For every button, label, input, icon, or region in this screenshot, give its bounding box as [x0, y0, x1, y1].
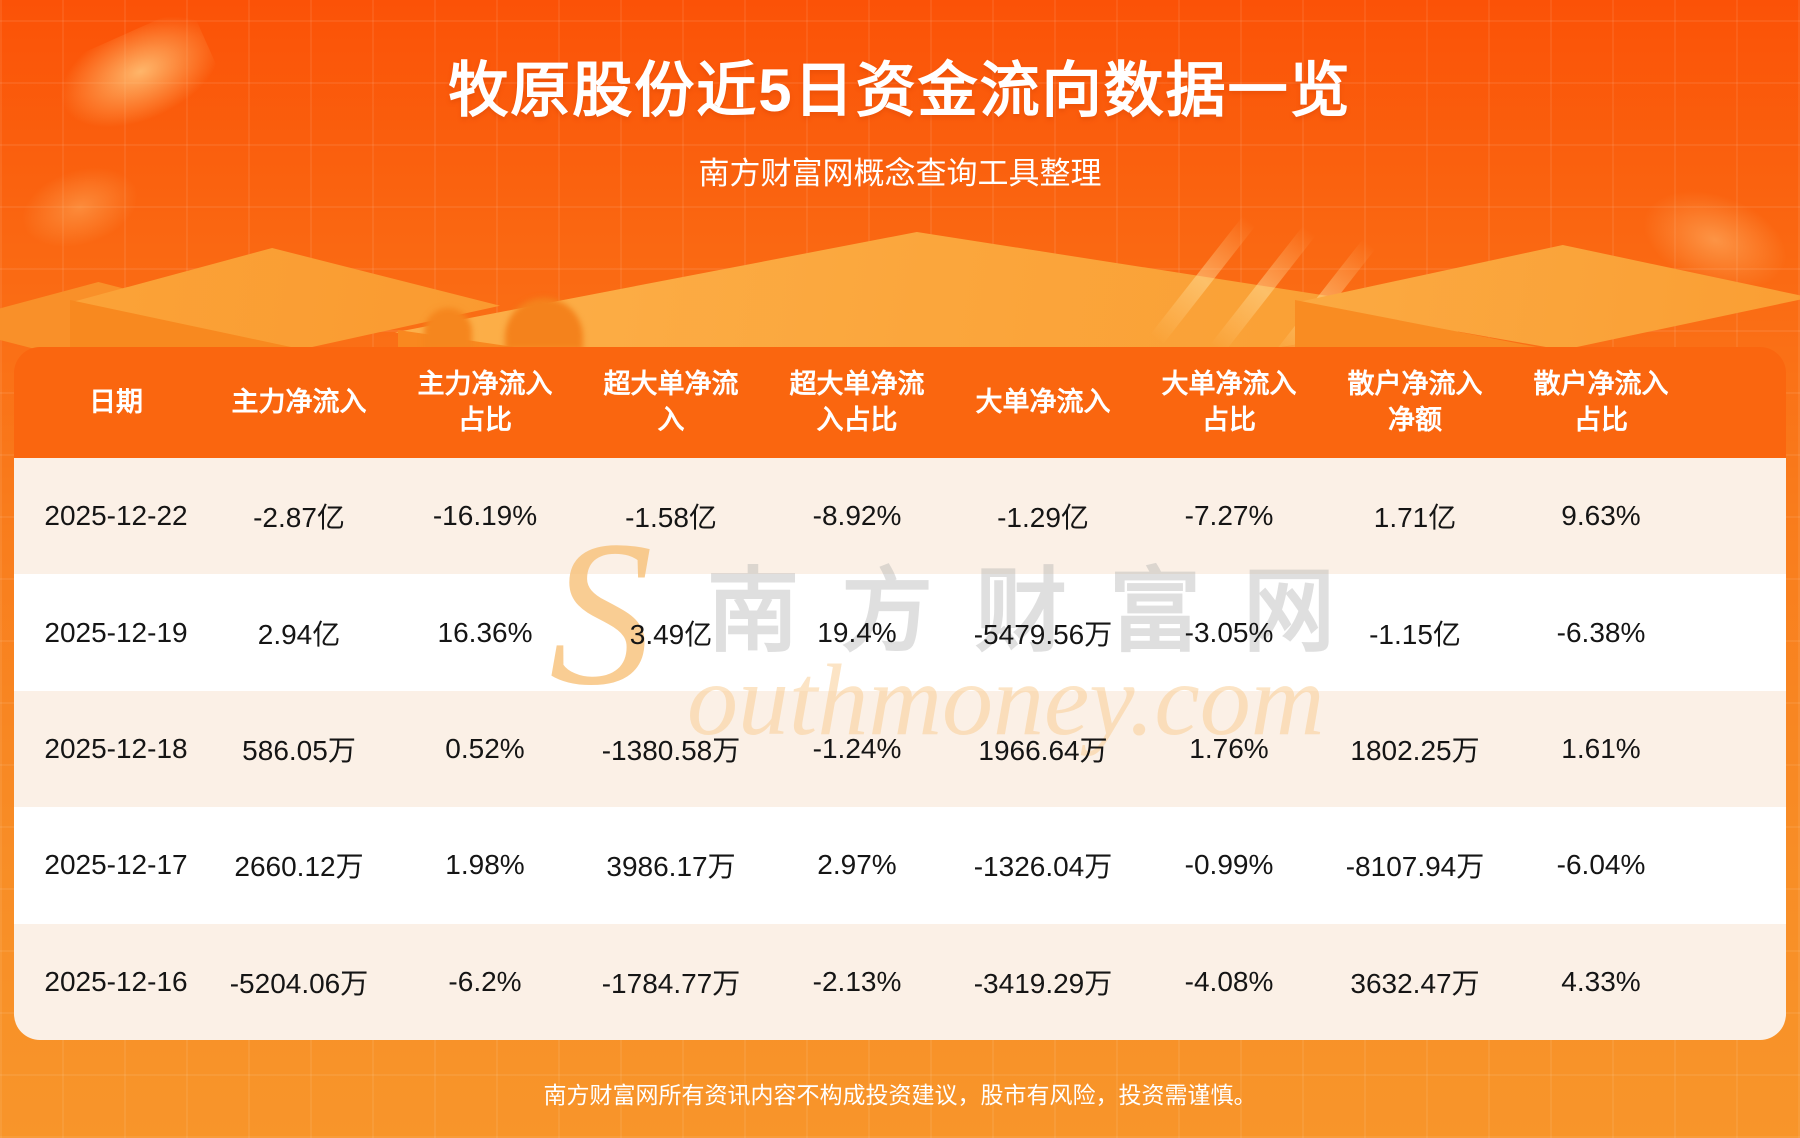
table-cell: -4.08% — [1184, 965, 1274, 997]
table-cell: 1.98% — [445, 849, 525, 881]
table-cell: 1802.25万 — [1350, 734, 1480, 766]
table-cell: -1.15亿 — [1369, 618, 1461, 650]
table-cell: 2025-12-19 — [44, 616, 188, 648]
column-header-large-net-inflow-pct: 大单净流入 占比 — [1161, 369, 1297, 435]
page-subtitle: 南方财富网概念查询工具整理 — [698, 156, 1102, 191]
column-header-main-net-inflow: 主力净流入 — [231, 386, 367, 417]
podium-right-top-face — [1295, 245, 1800, 350]
table-cell: -0.99% — [1184, 849, 1274, 881]
table-cell: 2660.12万 — [234, 851, 364, 883]
table-cell: 1.76% — [1189, 732, 1269, 764]
table-cell: 1.71亿 — [1373, 502, 1457, 534]
column-header-retail-net-inflow-pct: 散户净流入 占比 — [1533, 369, 1669, 435]
table-cell: -6.38% — [1556, 616, 1646, 648]
table-row: 2025-12-22 -2.87亿 -16.19% -1.58亿 -8.92% … — [14, 458, 1786, 574]
table-cell: -2.13% — [812, 965, 902, 997]
light-streak-1 — [1150, 215, 1256, 345]
table-header-row: 日期 主力净流入 主力净流入 占比 超大单净流 入 超大单净流 入占比 大单净流… — [14, 347, 1786, 458]
page-title: 牧原股份近5日资金流向数据一览 — [448, 57, 1352, 124]
table-cell: 1.61% — [1561, 732, 1641, 764]
table-cell: -1.24% — [812, 732, 902, 764]
table-cell: -1380.58万 — [601, 734, 741, 766]
table-row: 2025-12-19 2.94亿 16.36% 3.49亿 19.4% -547… — [14, 574, 1786, 690]
column-header-retail-net-inflow: 散户净流入 净额 — [1347, 369, 1483, 435]
table-cell: -6.04% — [1556, 849, 1646, 881]
table-cell: 2025-12-17 — [44, 849, 188, 881]
column-header-date: 日期 — [89, 386, 143, 417]
table-cell: 4.33% — [1561, 965, 1641, 997]
table-cell: 586.05万 — [242, 734, 356, 766]
table-cell: -3419.29万 — [973, 967, 1113, 999]
table-cell: 19.4% — [817, 616, 897, 648]
table-cell: 2025-12-18 — [44, 732, 188, 764]
podium-left-top-face — [70, 248, 500, 353]
table-cell: -6.2% — [448, 965, 522, 997]
column-header-xlarge-net-inflow-pct: 超大单净流 入占比 — [789, 369, 925, 435]
column-header-large-net-inflow: 大单净流入 — [975, 386, 1111, 417]
table-cell: -1.29亿 — [997, 502, 1089, 534]
table-cell: -5479.56万 — [973, 618, 1113, 650]
table-cell: 16.36% — [437, 616, 533, 648]
podium-arch-decoration — [505, 298, 583, 350]
podium-arch-decoration-small — [424, 308, 472, 350]
table-cell: 3986.17万 — [606, 851, 736, 883]
fund-flow-table: S 南方财富网 outhmoney.com 日期 主力净流入 主力净流入 占比 … — [14, 347, 1786, 1040]
table-row: 2025-12-16 -5204.06万 -6.2% -1784.77万 -2.… — [14, 924, 1786, 1040]
table-cell: 2.97% — [817, 849, 897, 881]
table-cell: -1.58亿 — [625, 502, 717, 534]
table-cell: -8107.94万 — [1345, 851, 1485, 883]
table-cell: 2025-12-16 — [44, 965, 188, 997]
table-cell: 2.94亿 — [257, 618, 341, 650]
table-cell: 1966.64万 — [978, 734, 1108, 766]
table-row: 2025-12-18 586.05万 0.52% -1380.58万 -1.24… — [14, 691, 1786, 807]
table-cell: -1326.04万 — [973, 851, 1113, 883]
table-cell: 2025-12-22 — [44, 500, 188, 532]
column-header-main-net-inflow-pct: 主力净流入 占比 — [417, 369, 553, 435]
table-cell: 9.63% — [1561, 500, 1641, 532]
table-cell: -5204.06万 — [229, 967, 369, 999]
table-cell: -7.27% — [1184, 500, 1274, 532]
table-cell: 3632.47万 — [1350, 967, 1480, 999]
table-cell: -1784.77万 — [601, 967, 741, 999]
table-cell: -8.92% — [812, 500, 902, 532]
table-cell: -2.87亿 — [253, 502, 345, 534]
light-streak-2 — [1210, 225, 1316, 355]
disclaimer-text: 南方财富网所有资讯内容不构成投资建议，股市有风险，投资需谨慎。 — [543, 1082, 1257, 1108]
table-cell: 3.49亿 — [629, 618, 713, 650]
column-header-xlarge-net-inflow: 超大单净流 入 — [603, 369, 739, 435]
table-cell: -16.19% — [432, 500, 538, 532]
table-cell: -3.05% — [1184, 616, 1274, 648]
table-row: 2025-12-17 2660.12万 1.98% 3986.17万 2.97%… — [14, 807, 1786, 923]
table-cell: 0.52% — [445, 732, 525, 764]
